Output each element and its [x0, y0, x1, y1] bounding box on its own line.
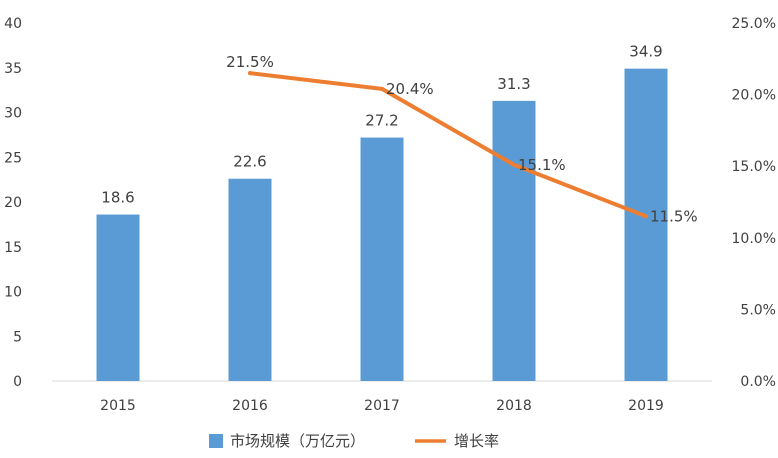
right-y-axis: 0.0% 5.0% 10.0% 15.0% 20.0% 25.0%: [732, 16, 776, 390]
legend-swatch-bar: [209, 434, 223, 448]
line-point: [380, 86, 384, 91]
right-tick-label: 10.0%: [732, 231, 776, 247]
right-tick-label: 5.0%: [740, 302, 776, 318]
left-tick-label: 20: [4, 195, 22, 211]
line-series: [248, 71, 648, 219]
right-tick-label: 20.0%: [732, 88, 776, 104]
bar-series: [96, 68, 668, 382]
bar-data-label: 27.2: [365, 112, 398, 130]
line-data-label: 15.1%: [518, 156, 566, 174]
bar: [360, 137, 404, 381]
x-axis: 2015 2016 2017 2018 2019: [100, 398, 664, 414]
left-tick-label: 10: [4, 285, 22, 301]
line-point: [248, 71, 252, 76]
bar-data-label: 34.9: [629, 43, 662, 61]
left-tick-label: 5: [13, 329, 22, 345]
x-tick-label: 2019: [628, 398, 664, 414]
legend: 市场规模（万亿元） 增长率: [209, 432, 499, 450]
legend-label-line: 增长率: [454, 432, 499, 450]
right-tick-label: 25.0%: [732, 16, 776, 32]
line-data-label: 20.4%: [386, 80, 434, 98]
line-data-label: 21.5%: [226, 53, 274, 71]
bar: [624, 68, 668, 382]
left-y-axis: 0 5 10 15 20 25 30 35 40: [4, 16, 22, 390]
x-tick-label: 2016: [232, 398, 268, 414]
line-point: [644, 214, 648, 219]
legend-label-bar: 市场规模（万亿元）: [230, 432, 365, 450]
growth-rate-line: [248, 71, 648, 219]
bar-data-label: 18.6: [101, 189, 134, 207]
bar-data-labels: 18.6 22.6 27.2 31.3 34.9: [101, 43, 662, 207]
line-data-label: 11.5%: [650, 207, 698, 225]
bar: [228, 178, 272, 381]
x-tick-label: 2017: [364, 398, 400, 414]
bar-data-label: 22.6: [233, 153, 266, 171]
bar: [492, 100, 536, 382]
left-tick-label: 25: [4, 150, 22, 166]
left-tick-label: 15: [4, 240, 22, 256]
bar: [96, 214, 140, 381]
bar-data-label: 31.3: [497, 75, 530, 93]
left-tick-label: 35: [4, 61, 22, 77]
line-point: [512, 162, 516, 167]
right-tick-label: 0.0%: [740, 374, 776, 390]
line-data-labels: 21.5% 20.4% 15.1% 11.5%: [226, 53, 697, 225]
x-tick-label: 2018: [496, 398, 532, 414]
right-tick-label: 15.0%: [732, 159, 776, 175]
left-tick-label: 40: [4, 16, 22, 32]
x-tick-label: 2015: [100, 398, 136, 414]
left-tick-label: 0: [13, 374, 22, 390]
left-tick-label: 30: [4, 106, 22, 122]
